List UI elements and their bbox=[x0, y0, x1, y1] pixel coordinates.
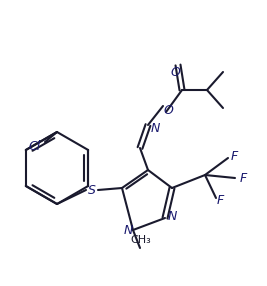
Text: N: N bbox=[123, 225, 133, 237]
Text: F: F bbox=[216, 194, 224, 208]
Text: O: O bbox=[163, 104, 173, 116]
Text: N: N bbox=[167, 210, 177, 223]
Text: CH₃: CH₃ bbox=[131, 235, 151, 245]
Text: O: O bbox=[170, 65, 180, 78]
Text: F: F bbox=[239, 172, 247, 186]
Text: F: F bbox=[230, 150, 238, 164]
Text: Cl: Cl bbox=[29, 140, 41, 152]
Text: S: S bbox=[88, 184, 96, 198]
Text: N: N bbox=[150, 122, 160, 134]
